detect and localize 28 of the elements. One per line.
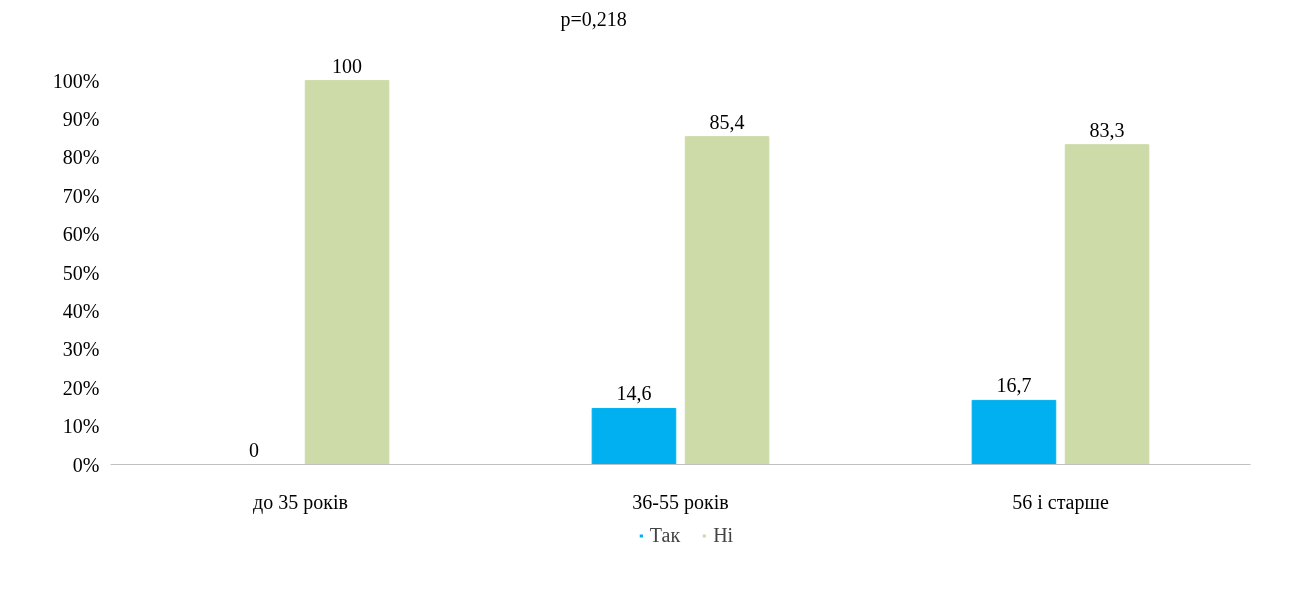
data-label: 16,7	[996, 374, 1032, 397]
y-tick-label: 60%	[62, 223, 100, 246]
y-tick-label: 40%	[62, 299, 100, 322]
bar	[684, 136, 770, 465]
data-label: 85,4	[709, 110, 745, 133]
data-label: 83,3	[1089, 118, 1125, 141]
data-label: 100	[332, 54, 363, 77]
x-tick-label: до 35 років	[253, 490, 348, 514]
y-tick-label: 0%	[72, 453, 100, 476]
y-tick-label: 90%	[62, 107, 100, 130]
text: p=0,218	[560, 7, 627, 31]
legend-label: Ні	[713, 523, 734, 547]
y-tick-label: 20%	[62, 376, 100, 399]
data-label: 14,6	[616, 382, 652, 405]
x-tick-label: 36-55 років	[632, 490, 729, 514]
bar	[591, 407, 677, 465]
bar	[1064, 144, 1150, 465]
y-tick-label: 50%	[62, 261, 100, 284]
x-tick-label: 56 і старше	[1012, 490, 1109, 514]
y-tick-label: 10%	[62, 415, 100, 438]
data-label: 0	[248, 438, 259, 461]
legend-label: Так	[649, 523, 681, 547]
bar	[971, 399, 1057, 465]
y-tick-label: 70%	[62, 184, 100, 207]
y-tick-label: 80%	[62, 146, 100, 169]
y-tick-label: 100%	[52, 69, 100, 92]
y-tick-label: 30%	[62, 338, 100, 361]
bar	[304, 80, 390, 465]
